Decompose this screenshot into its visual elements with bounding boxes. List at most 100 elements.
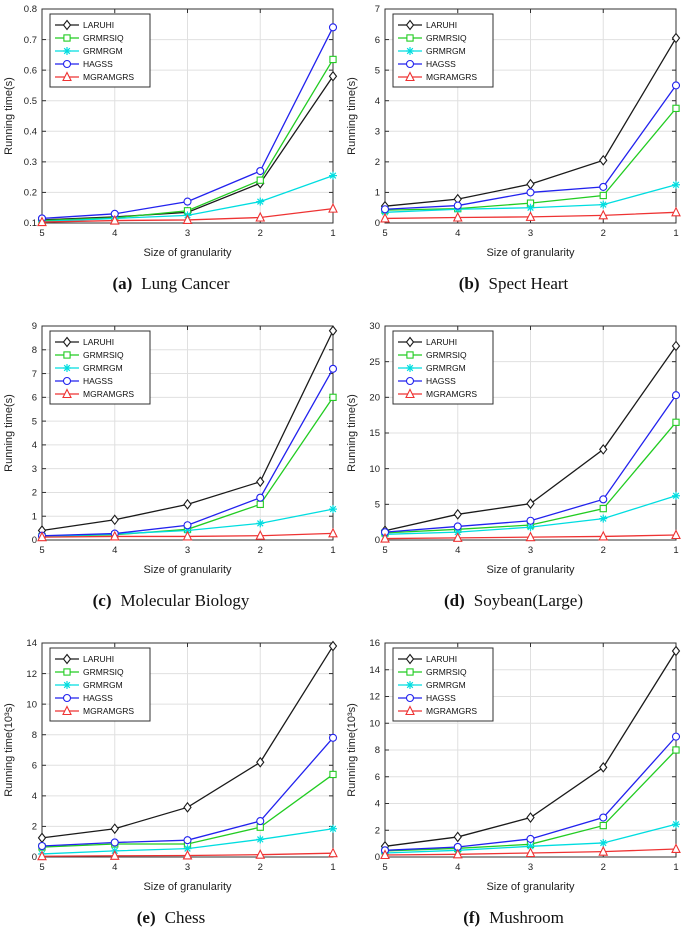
circle-marker-icon xyxy=(671,81,680,90)
legend-entry-grmrsiq: GRMRSIQ xyxy=(83,350,124,360)
triangle-marker-icon xyxy=(109,530,120,541)
triangle-marker-icon xyxy=(182,214,193,224)
asterisk-marker-icon xyxy=(63,681,71,689)
x-tick-label: 3 xyxy=(527,862,532,873)
y-tick-label: 6 xyxy=(32,760,37,771)
y-tick-label: 3 xyxy=(374,126,379,137)
circle-marker-icon xyxy=(328,23,338,32)
circle-marker-icon xyxy=(525,834,535,843)
x-tick-label: 2 xyxy=(600,545,605,556)
legend-entry-grmrgm: GRMRGM xyxy=(83,680,123,690)
circle-marker-icon xyxy=(405,693,414,703)
x-tick-label: 4 xyxy=(112,228,117,239)
diamond-marker-icon xyxy=(453,831,462,843)
y-tick-label: 7 xyxy=(32,369,37,380)
diamond-marker-icon xyxy=(62,653,72,665)
caption-chess: (e) Chess xyxy=(137,908,206,928)
caption-molecular-biology: (c) Molecular Biology xyxy=(93,591,250,611)
square-marker-icon xyxy=(63,34,71,42)
square-marker-icon xyxy=(329,55,337,64)
y-tick-label: 12 xyxy=(369,692,380,703)
legend-entry-mgramgrs: MGRAMGRS xyxy=(426,706,477,716)
x-tick-label: 5 xyxy=(382,545,387,556)
triangle-marker-icon xyxy=(452,211,463,222)
triangle-marker-icon xyxy=(328,527,338,538)
y-tick-label: 3 xyxy=(32,464,37,475)
circle-marker-icon xyxy=(256,166,265,176)
y-tick-label: 15 xyxy=(369,428,380,439)
x-tick-label: 2 xyxy=(600,228,605,239)
triangle-marker-icon xyxy=(597,845,608,856)
asterisk-marker-icon xyxy=(329,171,337,180)
square-marker-icon xyxy=(405,351,414,359)
y-tick-label: 6 xyxy=(32,393,37,404)
legend-entry-laruhi: LARUHI xyxy=(83,337,114,347)
x-axis-label: Size of granularity xyxy=(143,247,232,259)
y-tick-label: 16 xyxy=(369,638,380,649)
y-tick-label: 10 xyxy=(369,464,380,475)
diamond-marker-icon xyxy=(183,498,192,510)
asterisk-marker-icon xyxy=(598,514,607,523)
panel-mushroom: 5 4 3 2 1 0 2 4 6 8 10 12 14 16 Size of granularity Run… xyxy=(342,634,685,952)
x-axis-label: Size of granularity xyxy=(486,564,575,576)
panel-chess: 5 4 3 2 1 0 2 4 6 8 10 12 14 Size of granularity Runni… xyxy=(0,634,342,952)
y-tick-label: 0.7 xyxy=(24,35,37,46)
x-tick-label: 2 xyxy=(258,862,263,873)
asterisk-marker-icon xyxy=(405,681,414,689)
triangle-marker-icon xyxy=(255,211,266,222)
caption-mushroom: (f) Mushroom xyxy=(463,908,564,928)
legend-entry-grmrsiq: GRMRSIQ xyxy=(83,667,124,677)
triangle-marker-icon xyxy=(670,843,681,854)
x-tick-label: 2 xyxy=(258,545,263,556)
legend-entry-hagss: HAGSS xyxy=(426,693,456,703)
y-tick-label: 0 xyxy=(32,535,37,546)
triangle-marker-icon xyxy=(670,529,681,540)
y-tick-label: 9 xyxy=(32,321,37,332)
caption-title: Lung Cancer xyxy=(141,274,230,293)
y-tick-label: 7 xyxy=(374,4,379,15)
caption-label: (d) xyxy=(444,591,465,610)
triangle-marker-icon xyxy=(379,849,390,860)
legend-entry-mgramgrs: MGRAMGRS xyxy=(83,389,134,399)
diamond-marker-icon xyxy=(62,19,72,31)
diamond-marker-icon xyxy=(328,325,338,337)
y-tick-label: 0 xyxy=(32,852,37,863)
y-axis-label: Running time(s) xyxy=(346,394,358,472)
diamond-marker-icon xyxy=(62,336,72,348)
legend-entry-grmrgm: GRMRGM xyxy=(426,680,466,690)
triangle-marker-icon xyxy=(109,214,120,225)
square-marker-icon xyxy=(256,500,264,508)
legend-entry-laruhi: LARUHI xyxy=(426,337,457,347)
x-tick-label: 1 xyxy=(673,862,678,873)
asterisk-marker-icon xyxy=(63,364,71,372)
circle-marker-icon xyxy=(256,493,265,502)
tick-marks xyxy=(384,8,676,224)
triangle-marker-icon xyxy=(328,202,338,213)
diamond-marker-icon xyxy=(110,514,119,526)
asterisk-marker-icon xyxy=(256,197,265,206)
circle-marker-icon xyxy=(405,376,414,386)
asterisk-marker-icon xyxy=(183,844,192,853)
circle-marker-icon xyxy=(453,201,462,210)
square-marker-icon xyxy=(63,668,71,676)
diamond-marker-icon xyxy=(453,508,462,520)
legend-entry-mgramgrs: MGRAMGRS xyxy=(83,72,134,82)
diamond-marker-icon xyxy=(256,756,265,768)
circle-marker-icon xyxy=(37,841,47,851)
triangle-marker-icon xyxy=(525,847,535,858)
diamond-marker-icon xyxy=(671,645,680,657)
x-axis-label: Size of granularity xyxy=(486,881,575,893)
caption-title: Spect Heart xyxy=(488,274,569,293)
square-marker-icon xyxy=(599,191,607,200)
triangle-marker-icon xyxy=(255,848,266,859)
legend-entry-laruhi: LARUHI xyxy=(83,654,114,664)
asterisk-marker-icon xyxy=(671,491,680,500)
triangle-marker-icon xyxy=(37,850,47,861)
x-tick-label: 5 xyxy=(382,228,387,239)
circle-marker-icon xyxy=(671,732,680,741)
diamond-marker-icon xyxy=(598,761,607,773)
x-tick-label: 1 xyxy=(673,545,678,556)
x-tick-label: 5 xyxy=(382,862,387,873)
